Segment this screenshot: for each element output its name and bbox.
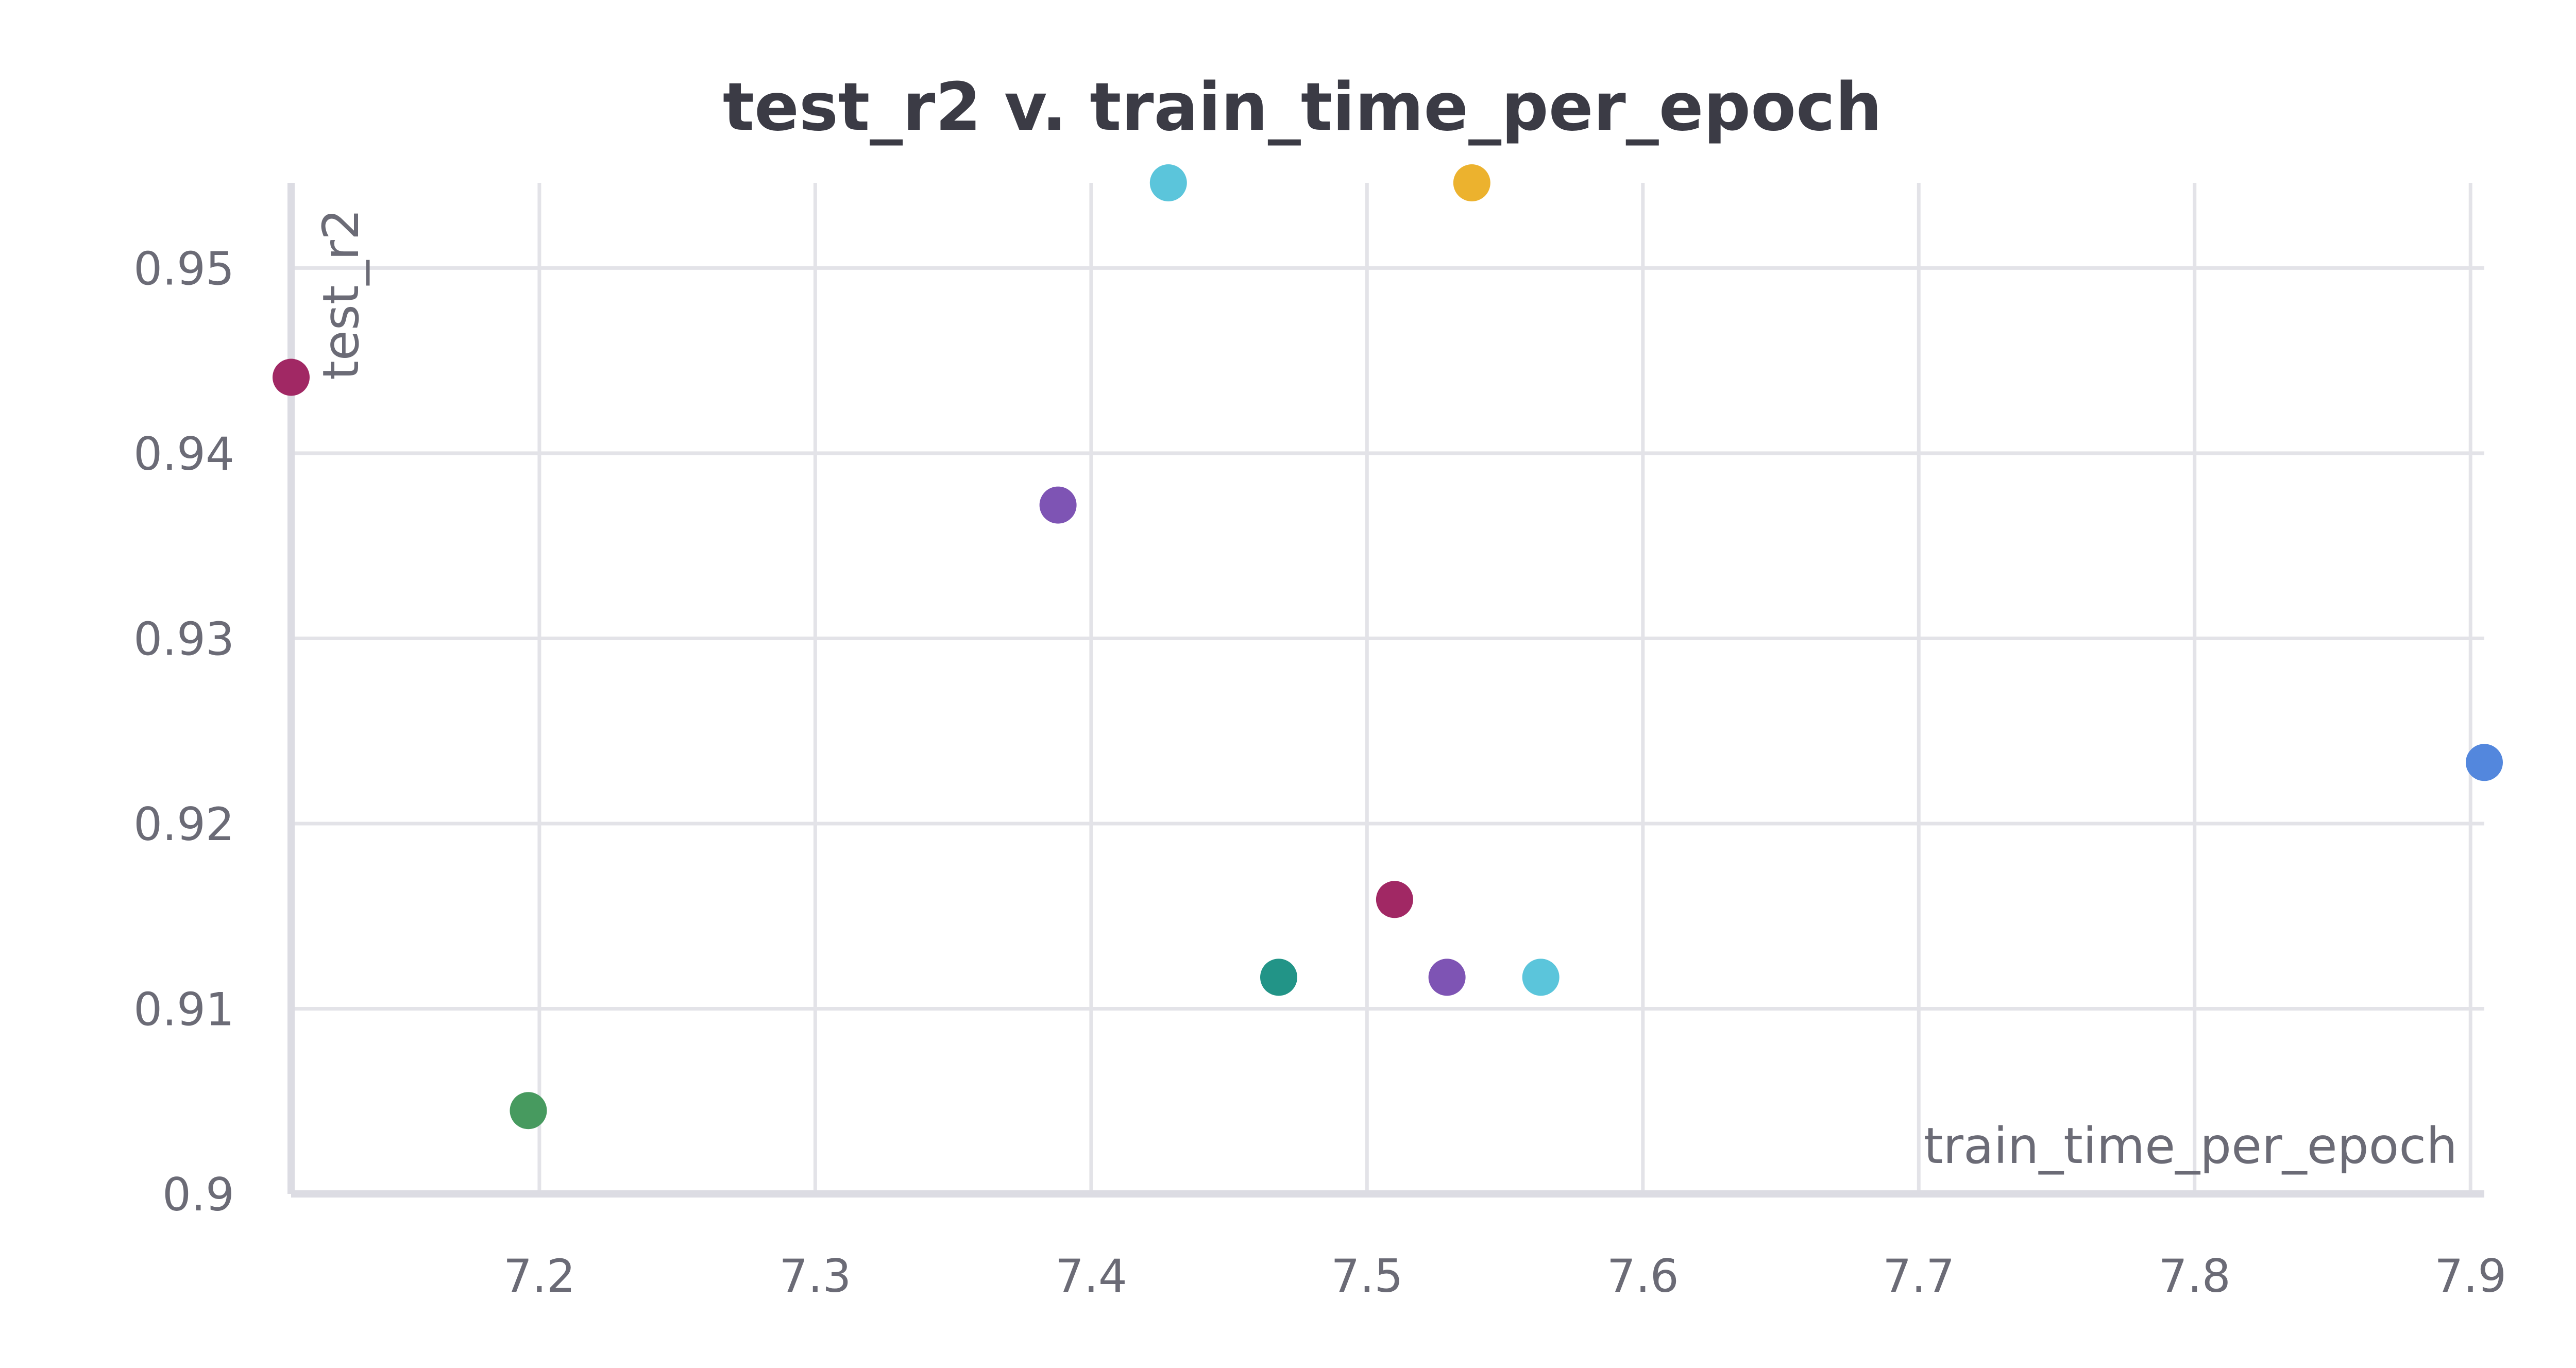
scatter-point (2466, 744, 2503, 781)
x-tick-label: 7.8 (2159, 1250, 2231, 1303)
chart-title: test_r2 v. train_time_per_epoch (723, 69, 1882, 146)
y-axis-label: test_r2 (312, 209, 370, 380)
x-tick-label: 7.5 (1331, 1250, 1403, 1303)
y-tick-labels: 0.9 0.91 0.92 0.93 0.94 0.95 (133, 242, 234, 1221)
y-tick-label: 0.94 (133, 427, 234, 481)
y-tick-label: 0.95 (133, 242, 234, 295)
scatter-point (510, 1092, 547, 1130)
scatter-point (273, 358, 310, 396)
x-tick-label: 7.2 (503, 1250, 575, 1303)
scatter-point (1149, 164, 1187, 201)
scatter-point (1453, 164, 1490, 201)
scatter-point (1376, 881, 1413, 918)
x-axis-label: train_time_per_epoch (1924, 1117, 2458, 1175)
x-tick-label: 7.3 (779, 1250, 851, 1303)
y-tick-label: 0.9 (162, 1168, 234, 1221)
x-tick-labels: 7.2 7.3 7.4 7.5 7.6 7.7 7.8 7.9 (503, 1250, 2506, 1303)
x-tick-label: 7.9 (2434, 1250, 2506, 1303)
data-points (273, 164, 2503, 1130)
y-tick-label: 0.92 (133, 798, 234, 851)
y-tick-label: 0.93 (133, 612, 234, 665)
x-tick-label: 7.6 (1607, 1250, 1679, 1303)
scatter-point (1428, 959, 1466, 996)
scatter-point (1522, 959, 1560, 996)
y-tick-label: 0.91 (133, 983, 234, 1036)
vertical-gridlines (537, 183, 2472, 1194)
horizontal-gridlines (291, 266, 2484, 1196)
x-tick-label: 7.7 (1883, 1250, 1955, 1303)
scatter-point (1260, 959, 1297, 996)
x-tick-label: 7.4 (1055, 1250, 1127, 1303)
scatter-point (1039, 486, 1077, 524)
